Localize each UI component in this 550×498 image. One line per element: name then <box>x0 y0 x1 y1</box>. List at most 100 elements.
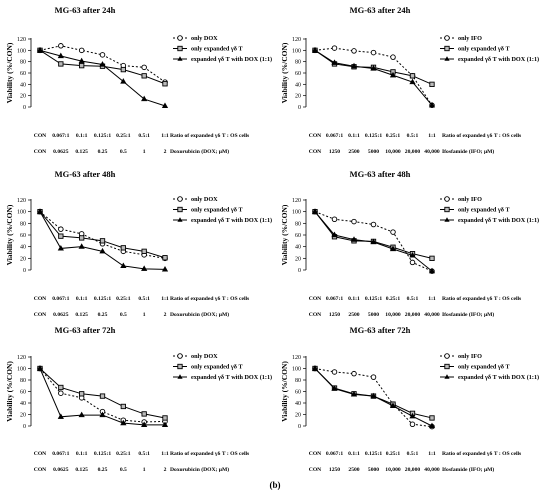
x-tick-label: 0.25:1 <box>116 296 131 302</box>
legend-label: expanded γδ T with DOX (1:1) <box>458 217 539 224</box>
x-tick-label: 0.125 <box>75 467 88 473</box>
data-point <box>331 45 338 51</box>
y-tick-label: 0 <box>23 424 26 430</box>
data-point <box>36 365 44 371</box>
x-tick-label: 1:1 <box>161 451 169 457</box>
legend-marker <box>444 363 450 370</box>
data-point <box>351 48 357 54</box>
x-tick-label: CON <box>309 149 321 155</box>
x-tick-label: 0.5:1 <box>407 296 419 302</box>
x-tick-label: CON <box>309 312 321 318</box>
data-point <box>428 267 436 274</box>
legend-label: only expanded γδ T <box>458 364 511 371</box>
data-point <box>141 64 147 71</box>
x-tick-label: CON <box>309 296 321 302</box>
x-tick-label: 0.0625 <box>53 312 69 318</box>
data-point <box>57 413 64 419</box>
x-tick-label: 0.25:1 <box>386 451 401 457</box>
data-point <box>141 411 147 417</box>
data-point <box>370 374 377 380</box>
y-tick-label: 0 <box>23 268 26 274</box>
chart-title: MG-63 after 48h <box>55 169 116 179</box>
x-tick-label: 0.5:1 <box>138 451 150 457</box>
data-point <box>120 245 126 251</box>
data-point <box>161 421 169 427</box>
y-tick-label: 100 <box>17 367 26 373</box>
x-tick-label: 0.125 <box>75 312 88 318</box>
y-tick-label: 80 <box>20 378 26 384</box>
y-tick-label: 120 <box>17 37 26 43</box>
y-tick-label: 20 <box>295 94 301 100</box>
y-tick-label: 80 <box>295 221 301 227</box>
data-point <box>350 62 358 69</box>
y-tick-label: 40 <box>20 401 26 407</box>
y-tick-label: 40 <box>295 245 301 251</box>
x-tick-label: CON <box>34 296 46 302</box>
y-tick-label: 40 <box>295 401 301 407</box>
legend-marker <box>177 35 183 41</box>
data-point <box>79 62 85 69</box>
data-point <box>389 71 397 78</box>
x-tick-label: 2500 <box>348 467 359 473</box>
chart-title: MG-63 after 48h <box>350 169 411 179</box>
x-tick-label: 0.125:1 <box>365 296 382 302</box>
data-point <box>36 46 44 53</box>
data-point <box>141 265 148 271</box>
y-tick-label: 20 <box>295 413 301 419</box>
data-point <box>429 415 435 421</box>
x-tick-label: 0.067:1 <box>52 296 69 302</box>
x-tick-label: 1250 <box>329 467 340 473</box>
x-tick-label: 2 <box>164 149 167 155</box>
data-point <box>58 226 64 232</box>
data-point <box>78 47 85 54</box>
legend-marker <box>177 206 183 213</box>
data-point <box>331 59 338 65</box>
data-point <box>370 65 377 71</box>
x-tick-label: 10,000 <box>385 312 401 318</box>
data-point <box>99 393 106 399</box>
chart-title: MG-63 after 72h <box>55 325 116 335</box>
data-point <box>120 78 127 84</box>
x-tick-label: 2 <box>164 467 167 473</box>
y-tick-label: 100 <box>292 210 301 216</box>
data-point <box>78 57 85 64</box>
data-point <box>78 411 85 418</box>
y-axis-label: Viability (%/CON) <box>280 361 289 422</box>
x-tick-label: 1:1 <box>428 133 436 139</box>
chart-panel-2: MG-63 after 24h 0 20 40 60 80 100 120Viability … <box>280 5 539 155</box>
legend-label: only IFO <box>458 35 482 42</box>
x-tick-label: 0.5:1 <box>138 296 150 302</box>
x-tick-label: 0.067:1 <box>52 451 69 457</box>
x-tick-label: 40,000 <box>424 312 440 318</box>
y-tick-label: 120 <box>292 37 301 43</box>
data-point <box>120 419 127 426</box>
x-axis-label: Ifosfamide (IFO; μM) <box>442 311 494 318</box>
data-point <box>99 52 106 58</box>
x-tick-label: 0.25 <box>98 312 108 318</box>
legend-label: expanded γδ T with DOX (1:1) <box>458 56 539 63</box>
x-tick-label: CON <box>34 467 46 473</box>
legend-label: only expanded γδ T <box>191 364 244 371</box>
x-tick-label: 0.25:1 <box>116 133 131 139</box>
y-tick-label: 60 <box>295 390 301 396</box>
legend-label: expanded γδ T with DOX (1:1) <box>191 56 272 63</box>
x-tick-label: 1 <box>143 467 146 473</box>
chart-title: MG-63 after 24h <box>55 5 116 15</box>
data-point <box>162 415 168 421</box>
data-point <box>428 101 436 108</box>
data-point <box>120 66 126 73</box>
data-point <box>390 54 396 60</box>
data-point <box>389 245 397 252</box>
x-tick-label: 0.0625 <box>53 149 69 155</box>
x-tick-label: 0.25 <box>98 467 108 473</box>
y-tick-label: 0 <box>298 268 301 274</box>
x-tick-label: 10,000 <box>385 149 401 155</box>
x-tick-label: 0.1:1 <box>76 451 88 457</box>
chart-panel-1: MG-63 after 24h 0 20 40 60 80 100 120Viability … <box>5 5 272 155</box>
y-tick-label: 100 <box>292 48 301 54</box>
data-point <box>58 43 64 49</box>
y-tick-label: 20 <box>20 94 26 100</box>
x-tick-label: 0.1:1 <box>76 133 88 139</box>
legend-marker <box>444 206 450 213</box>
data-point <box>58 233 64 239</box>
